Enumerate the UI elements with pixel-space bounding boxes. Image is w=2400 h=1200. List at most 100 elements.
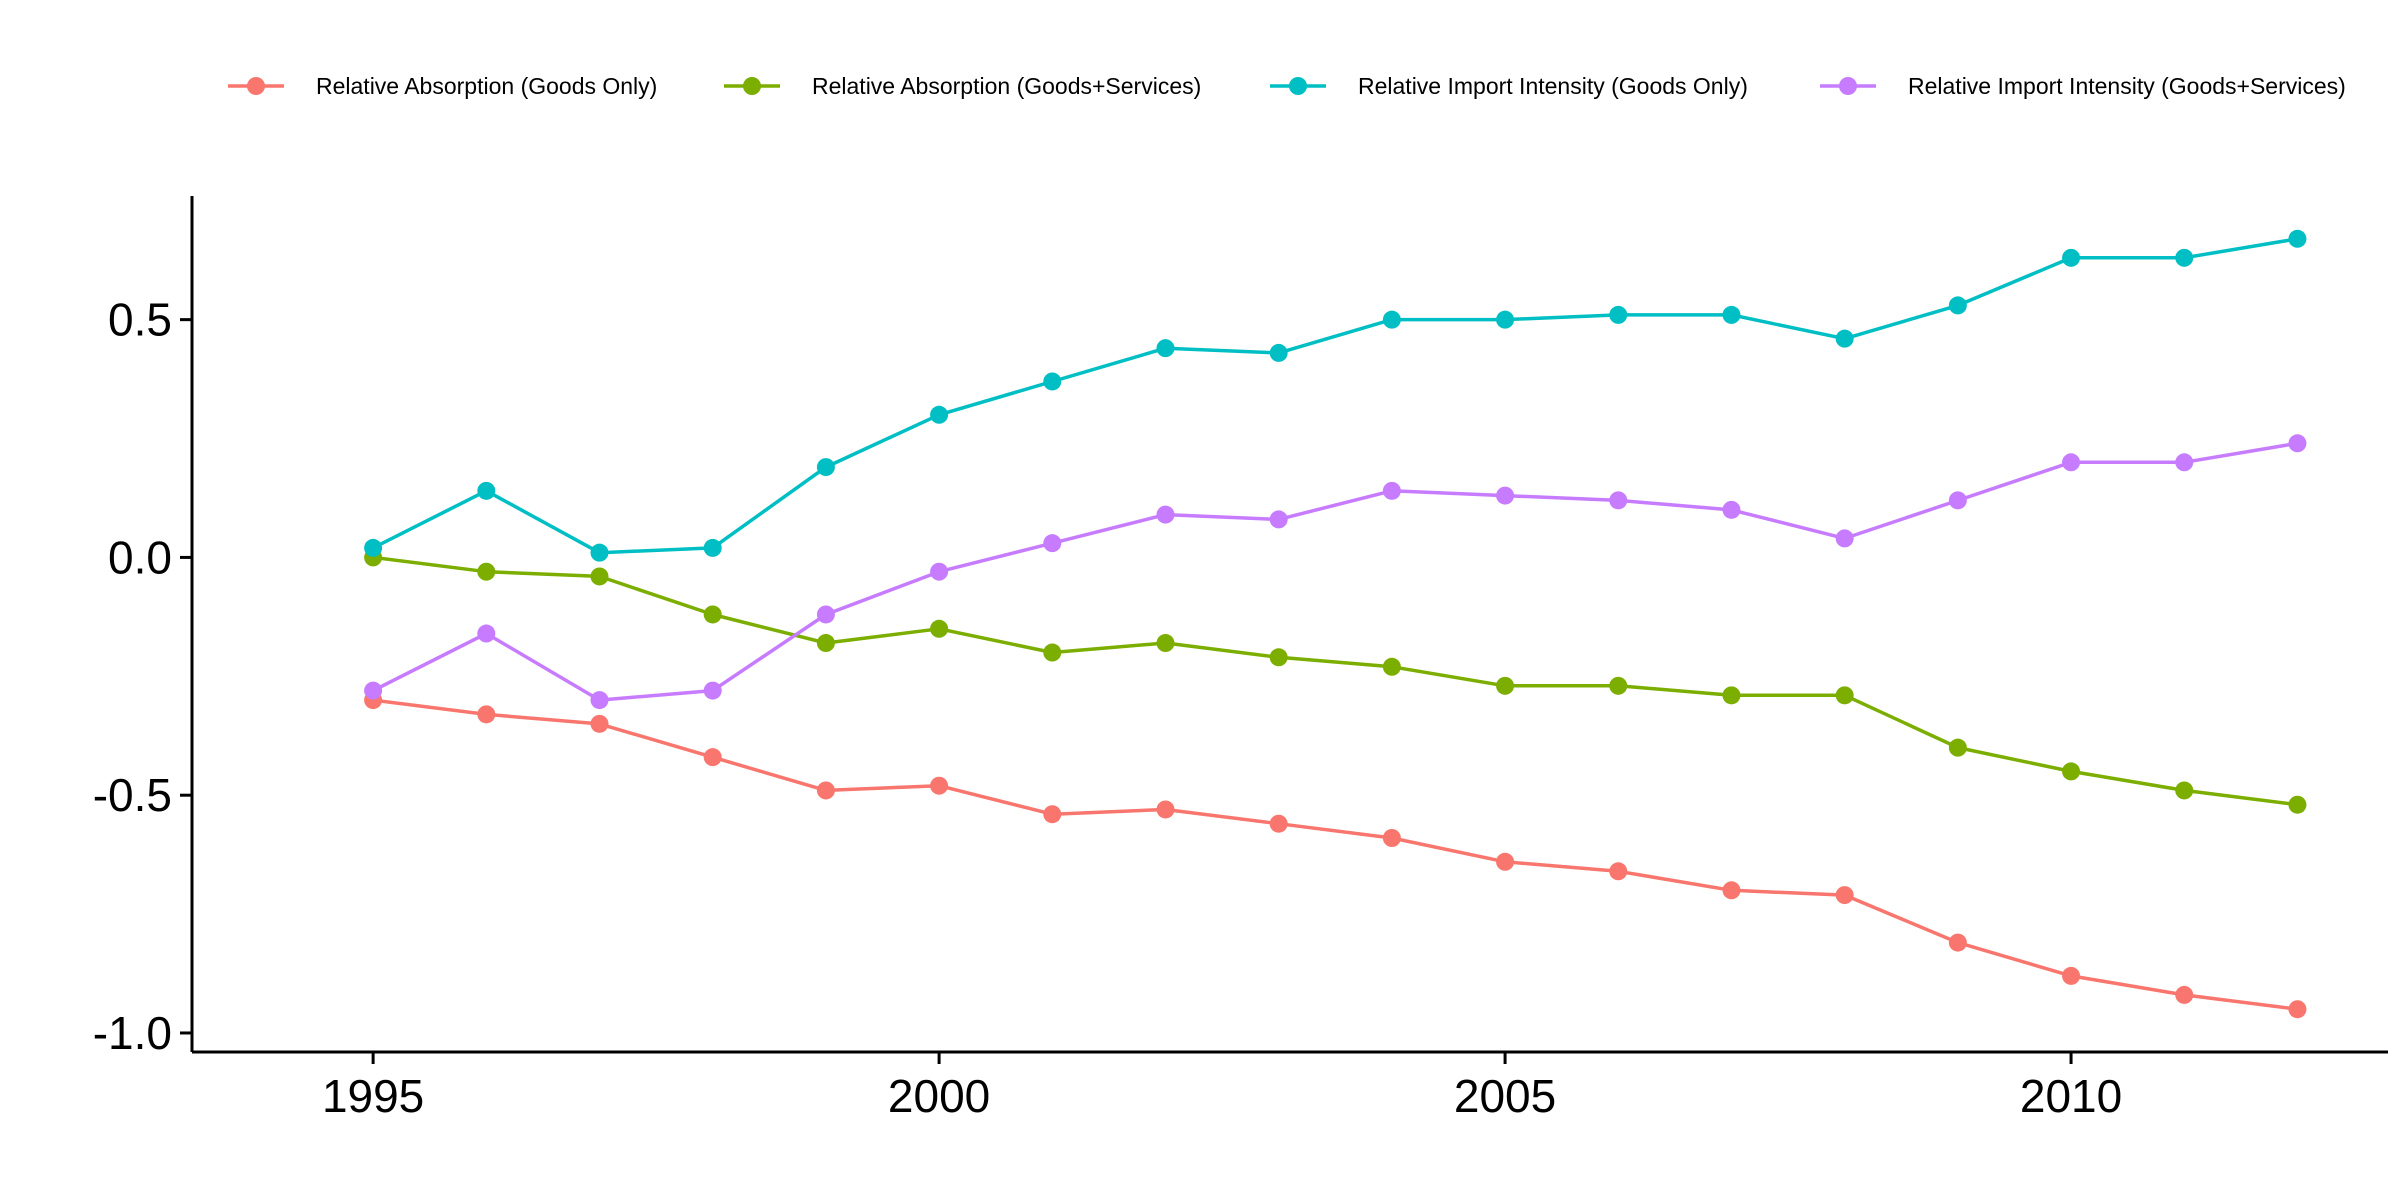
data-point	[2175, 781, 2194, 800]
data-point	[1948, 738, 1967, 757]
y-tick-label: 0.0	[108, 531, 172, 583]
data-point	[477, 562, 496, 581]
data-point	[816, 634, 835, 653]
data-point	[477, 481, 496, 500]
axes: 0.5 0.0 -0.5 -1.0 1995 2000 2005 2010	[93, 196, 2388, 1122]
data-point	[1835, 329, 1854, 348]
legend-item: Relative Absorption (Goods+Services)	[724, 73, 1201, 99]
data-point	[1835, 529, 1854, 548]
data-point	[1722, 686, 1741, 705]
data-point	[364, 681, 383, 700]
series-3	[364, 229, 2307, 562]
data-point	[1043, 372, 1062, 391]
data-point	[590, 567, 609, 586]
series-line	[372, 555, 2298, 807]
data-point	[1609, 491, 1628, 510]
data-point	[1722, 305, 1741, 324]
data-point	[1269, 510, 1288, 529]
data-point	[816, 458, 835, 477]
plot-area	[364, 229, 2307, 1019]
data-point	[364, 538, 383, 557]
series-4	[364, 434, 2307, 710]
data-point	[2062, 248, 2081, 267]
data-point	[2062, 453, 2081, 472]
series-line	[372, 698, 2298, 1011]
data-point	[1156, 800, 1175, 819]
data-point	[2288, 795, 2307, 814]
legend-item: Relative Absorption (Goods Only)	[228, 73, 657, 99]
data-point	[703, 748, 722, 767]
data-point	[1496, 676, 1515, 695]
data-point	[1835, 886, 1854, 905]
x-tick-label: 1995	[322, 1070, 424, 1122]
data-point	[1269, 648, 1288, 667]
legend-label: Relative Absorption (Goods Only)	[316, 73, 657, 99]
legend-label: Relative Import Intensity (Goods Only)	[1358, 73, 1748, 99]
y-tick-label: -1.0	[93, 1007, 172, 1059]
data-point	[2288, 1000, 2307, 1019]
data-point	[1382, 310, 1401, 329]
legend-key-marker	[1289, 77, 1307, 95]
data-point	[2062, 762, 2081, 781]
legend-label: Relative Absorption (Goods+Services)	[812, 73, 1201, 99]
data-point	[590, 714, 609, 733]
data-point	[1382, 481, 1401, 500]
series-2	[364, 548, 2307, 814]
legend-key-marker	[1839, 77, 1857, 95]
legend-label: Relative Import Intensity (Goods+Service…	[1908, 73, 2346, 99]
data-point	[1948, 296, 1967, 315]
data-point	[1948, 491, 1967, 510]
data-point	[1382, 657, 1401, 676]
data-point	[1156, 339, 1175, 358]
data-point	[703, 538, 722, 557]
data-point	[2288, 229, 2307, 248]
data-point	[930, 562, 949, 581]
x-tick-label: 2005	[1454, 1070, 1556, 1122]
data-point	[930, 405, 949, 424]
legend-item: Relative Import Intensity (Goods+Service…	[1820, 73, 2346, 99]
data-point	[1156, 505, 1175, 524]
data-point	[2062, 966, 2081, 985]
data-point	[1269, 814, 1288, 833]
data-point	[1269, 343, 1288, 362]
legend-key-marker	[247, 77, 265, 95]
data-point	[1156, 634, 1175, 653]
data-point	[590, 543, 609, 562]
y-tick-label: -0.5	[93, 769, 172, 821]
data-point	[2175, 248, 2194, 267]
data-point	[590, 691, 609, 710]
data-point	[1043, 805, 1062, 824]
series-line	[372, 441, 2298, 702]
data-point	[930, 776, 949, 795]
data-point	[703, 681, 722, 700]
data-point	[477, 705, 496, 724]
data-point	[1722, 500, 1741, 519]
data-point	[1609, 862, 1628, 881]
data-point	[1496, 852, 1515, 871]
series-1	[364, 691, 2307, 1019]
data-point	[1609, 305, 1628, 324]
data-point	[816, 781, 835, 800]
data-point	[1609, 676, 1628, 695]
data-point	[2175, 985, 2194, 1004]
data-point	[1382, 829, 1401, 847]
x-tick-label: 2000	[888, 1070, 990, 1122]
series-line	[372, 237, 2298, 555]
legend-item: Relative Import Intensity (Goods Only)	[1270, 73, 1748, 99]
legend-key-marker	[743, 77, 761, 95]
data-point	[2175, 453, 2194, 472]
data-point	[816, 605, 835, 624]
data-point	[477, 624, 496, 643]
data-point	[1835, 686, 1854, 705]
data-point	[1722, 881, 1741, 900]
data-point	[1043, 643, 1062, 662]
data-point	[703, 605, 722, 624]
x-tick-label: 2010	[2020, 1070, 2122, 1122]
data-point	[1948, 933, 1967, 952]
data-point	[1496, 486, 1515, 505]
data-point	[1496, 310, 1515, 329]
data-point	[2288, 434, 2307, 453]
y-tick-label: 0.5	[108, 294, 172, 346]
